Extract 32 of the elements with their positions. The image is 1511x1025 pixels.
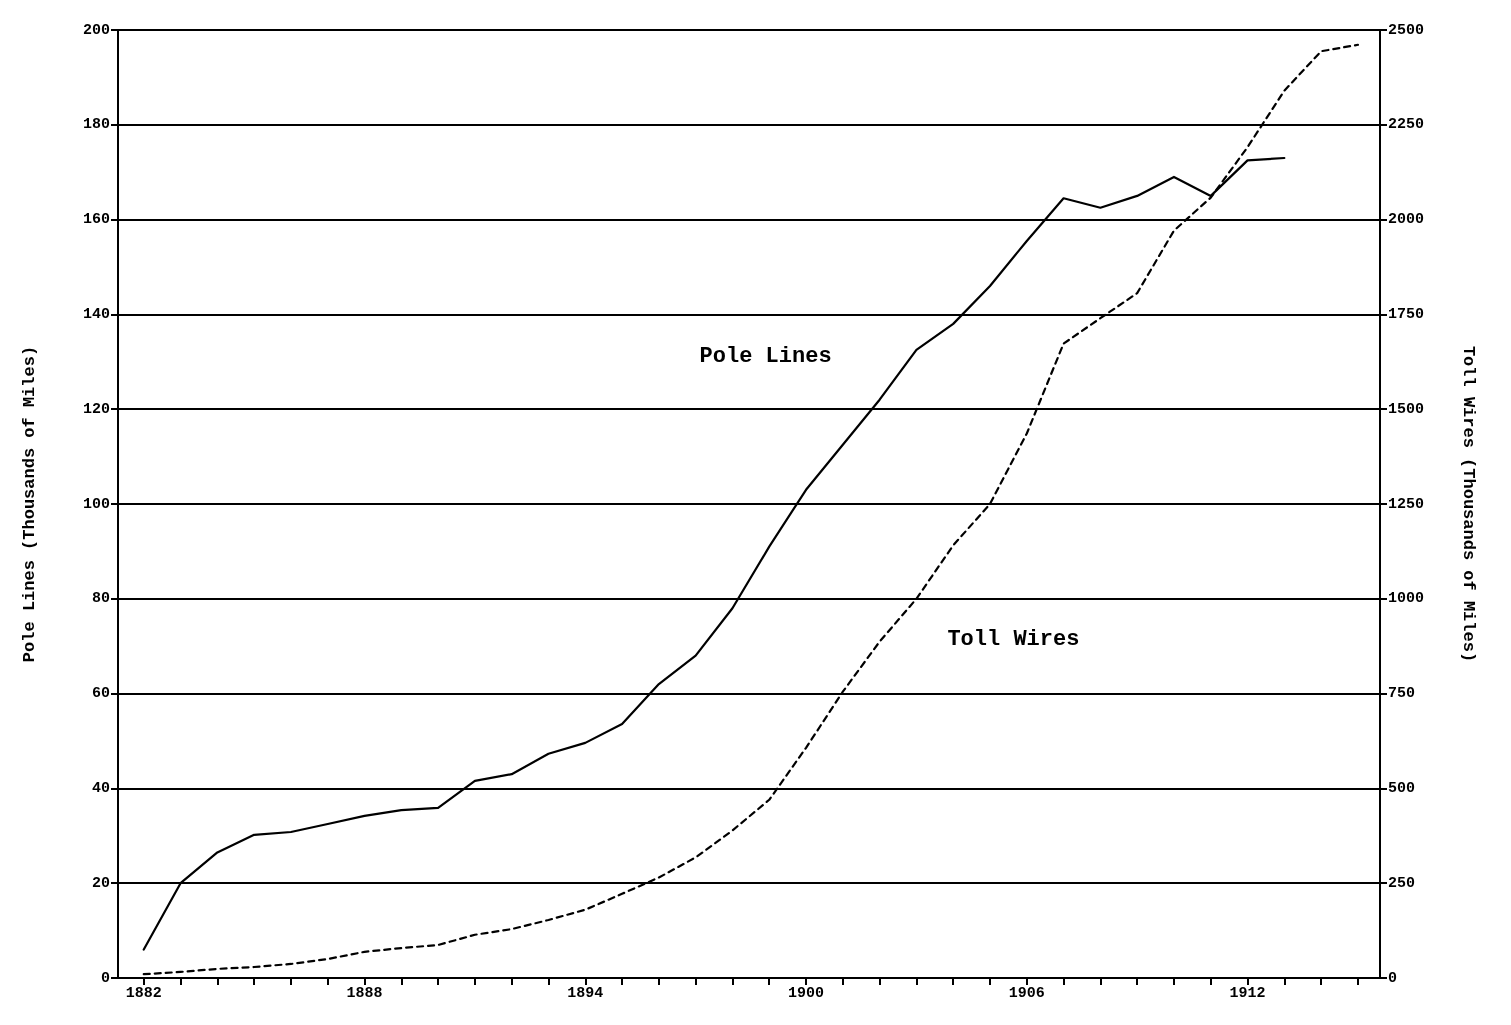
y-tick-label: 20 [91, 874, 110, 892]
y2-tick-label: 250 [1388, 874, 1416, 892]
y-tick-label: 160 [82, 211, 110, 229]
x-tick-label: 1906 [1008, 985, 1045, 1002]
series-label: Toll Wires [947, 627, 1080, 653]
y2-tick-label: 1250 [1388, 495, 1425, 513]
y-tick-label: 120 [82, 400, 110, 418]
y-axis-title: Pole Lines (Thousands of Miles) [20, 345, 39, 663]
y-tick-label: 60 [91, 685, 110, 703]
y2-tick-label: 500 [1388, 779, 1416, 797]
x-tick-label: 1894 [567, 985, 604, 1002]
y2-tick-label: 2250 [1388, 116, 1425, 134]
y-tick-label: 140 [82, 305, 110, 323]
x-tick-label: 1912 [1229, 985, 1266, 1002]
y-tick-label: 0 [100, 969, 110, 987]
y2-tick-label: 0 [1388, 969, 1398, 987]
text: Pole Lines [699, 344, 832, 370]
y2-tick-label: 2000 [1388, 211, 1425, 229]
y-tick-label: 200 [82, 21, 110, 39]
y2-tick-label: 1750 [1388, 305, 1425, 323]
y-tick-label: 80 [91, 590, 110, 608]
y-tick-label: 180 [82, 116, 110, 134]
y-tick-label: 100 [82, 495, 110, 513]
x-tick-label: 1900 [788, 985, 825, 1002]
y2-tick-label: 750 [1388, 685, 1416, 703]
y2-tick-label: 1500 [1388, 400, 1425, 418]
y2-tick-label: 1000 [1388, 590, 1425, 608]
y2-axis-title: Toll Wires (Thousands of Miles) [1459, 345, 1478, 663]
y-tick-label: 40 [91, 779, 110, 797]
x-tick-label: 1888 [346, 985, 383, 1002]
x-tick-label: 1882 [125, 985, 162, 1002]
y2-tick-label: 2500 [1388, 21, 1425, 39]
